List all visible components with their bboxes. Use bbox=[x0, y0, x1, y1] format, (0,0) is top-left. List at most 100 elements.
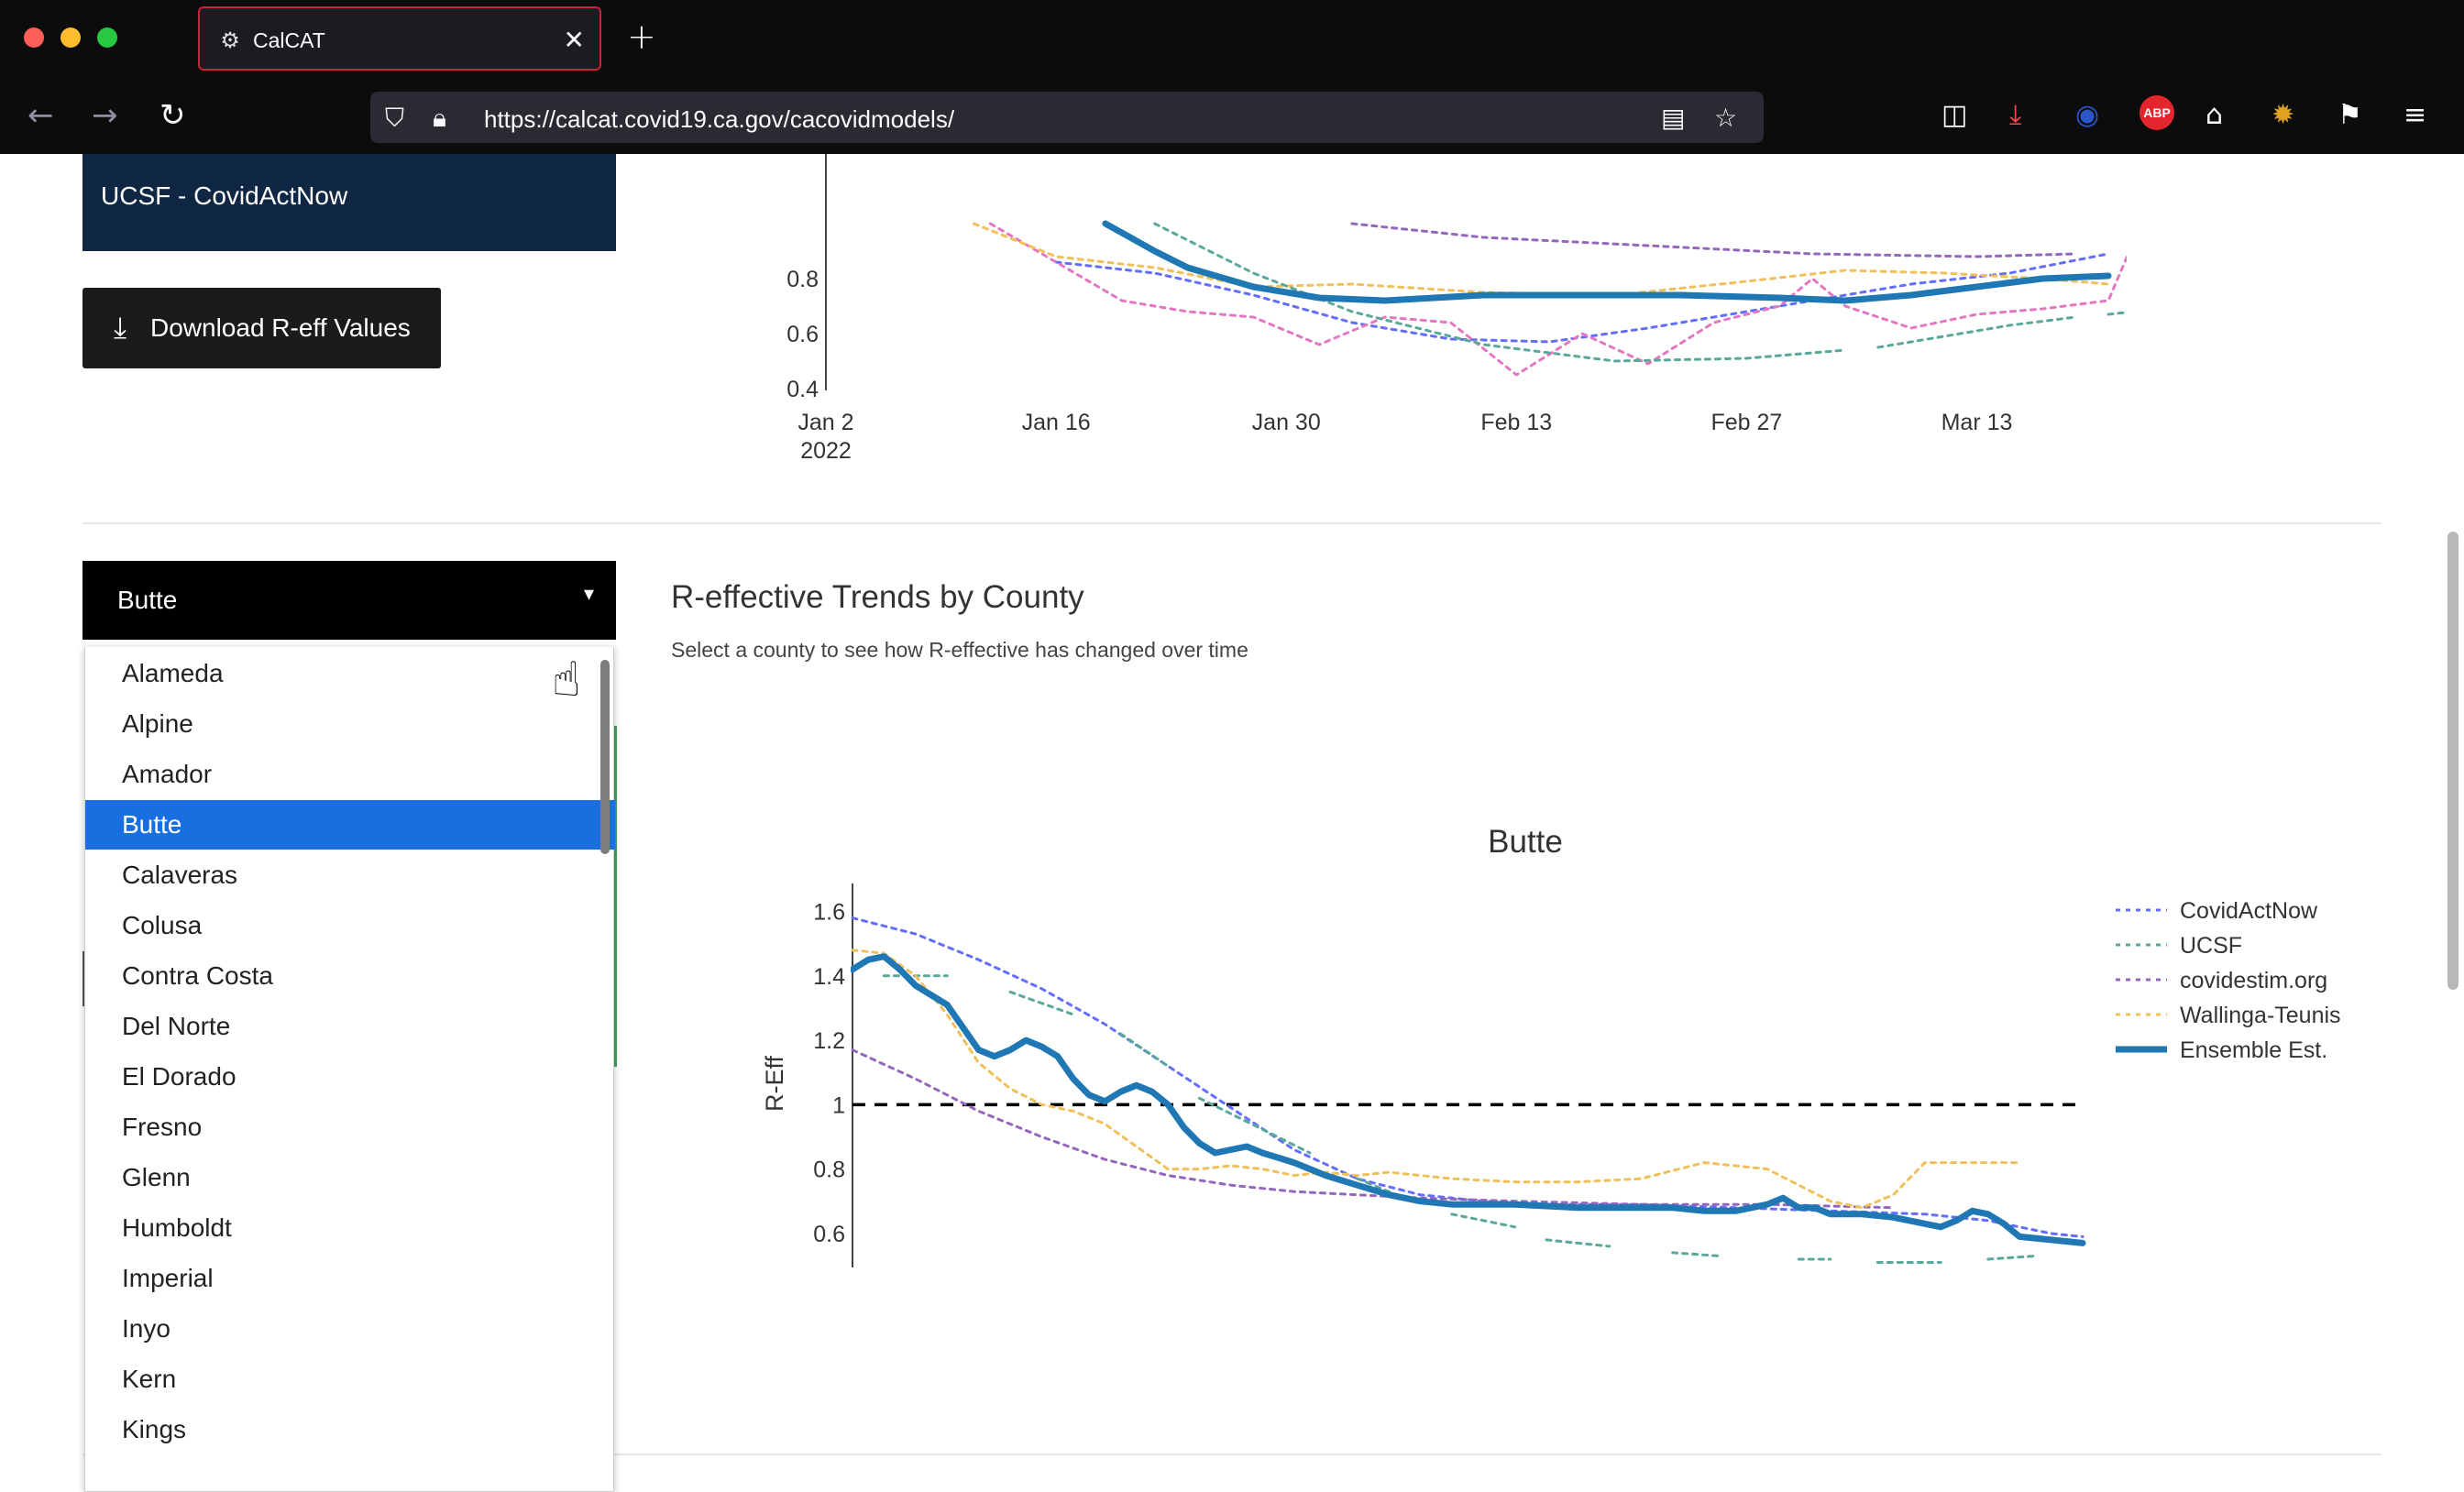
close-window-button[interactable] bbox=[24, 27, 44, 48]
series-line bbox=[1198, 1096, 1312, 1155]
section-subtitle: Select a county to see how R-effective h… bbox=[671, 638, 1248, 662]
county-option[interactable]: Colusa bbox=[85, 901, 615, 950]
x-tick-label: Jan 30 bbox=[1252, 410, 1321, 435]
county-option-label: Glenn bbox=[122, 1163, 191, 1191]
county-option-label: Fresno bbox=[122, 1113, 203, 1141]
browser-tab[interactable]: ⚙ CalCAT ✕ bbox=[198, 6, 601, 71]
address-bar[interactable]: ⛉ 🔒︎ https://calcat.covid19.ca.gov/cacov… bbox=[370, 92, 1764, 143]
series-line bbox=[851, 949, 2021, 1210]
home-icon[interactable]: ⌂ bbox=[2206, 99, 2224, 131]
section-divider-bottom bbox=[82, 1454, 2382, 1455]
series-group bbox=[972, 220, 2127, 377]
chevron-down-icon: ▾ bbox=[583, 583, 594, 606]
legend-label: Ensemble Est. bbox=[2180, 1037, 2327, 1063]
county-option-label: Kings bbox=[122, 1415, 187, 1443]
y-tick-label: 0.8 bbox=[813, 1157, 845, 1183]
legend-label: covidestim.org bbox=[2180, 968, 2327, 993]
pocket-icon[interactable]: ◫ bbox=[1942, 99, 1968, 131]
series-line bbox=[851, 953, 2086, 1246]
county-option-label: Amador bbox=[122, 760, 213, 788]
series-line bbox=[1545, 1238, 1612, 1248]
panel-border bbox=[614, 726, 617, 1067]
county-option-label: Alameda bbox=[122, 659, 224, 687]
county-option[interactable]: Fresno bbox=[85, 1103, 615, 1152]
y-tick-label: 0.4 bbox=[786, 377, 819, 402]
tab-close-icon[interactable]: ✕ bbox=[563, 25, 585, 55]
series-line bbox=[1119, 1032, 1170, 1068]
county-option-label: Alpine bbox=[122, 709, 193, 738]
download-reff-button[interactable]: ⤓ Download R-eff Values bbox=[82, 288, 441, 368]
y-tick-label: 0.8 bbox=[786, 267, 819, 292]
county-dropdown[interactable]: Kings Kern Inyo Imperial Humboldt Glenn Fresno… bbox=[84, 647, 615, 1492]
series-line bbox=[1102, 220, 2112, 304]
county-option[interactable]: El Dorado bbox=[85, 1052, 615, 1102]
download-icon[interactable]: ⤓ bbox=[2009, 99, 2022, 131]
series-line bbox=[1350, 222, 2077, 258]
county-option[interactable]: Kern bbox=[85, 1355, 615, 1404]
color-picker-icon[interactable]: ✹ bbox=[2272, 99, 2295, 131]
county-option[interactable]: Butte bbox=[85, 800, 615, 850]
y-tick-label: 1 bbox=[832, 1092, 845, 1118]
series-line bbox=[1450, 1212, 1517, 1229]
county-option[interactable]: Calaveras bbox=[85, 850, 615, 900]
county-option[interactable]: Humboldt bbox=[85, 1203, 615, 1253]
county-option[interactable]: Glenn bbox=[85, 1153, 615, 1202]
page-scrollbar[interactable] bbox=[2448, 532, 2458, 990]
county-option[interactable]: Inyo bbox=[85, 1304, 615, 1354]
county-option[interactable]: Alpine bbox=[85, 699, 615, 749]
y-tick-label: 1.2 bbox=[813, 1028, 845, 1054]
series-line bbox=[972, 222, 2110, 297]
y-tick-label: 0.6 bbox=[813, 1222, 845, 1247]
extension-toggle-icon[interactable]: ⚑ bbox=[2338, 99, 2362, 131]
series-line bbox=[988, 222, 2127, 377]
x-tick-label: Jan 16 bbox=[1022, 410, 1091, 435]
menu-icon[interactable]: ≡ bbox=[2404, 99, 2427, 131]
model-box[interactable]: UCSF - CovidActNow bbox=[82, 154, 616, 251]
maximize-window-button[interactable] bbox=[97, 27, 117, 48]
county-option[interactable]: Kings bbox=[85, 1405, 615, 1454]
series-line bbox=[1054, 252, 2110, 344]
county-select[interactable]: Butte ▾ bbox=[82, 561, 616, 640]
county-option[interactable]: Imperial bbox=[85, 1254, 615, 1303]
url-text[interactable]: https://calcat.covid19.ca.gov/cacovidmod… bbox=[484, 105, 955, 133]
series-line bbox=[1008, 990, 1075, 1016]
legend-label: UCSF bbox=[2180, 933, 2242, 959]
adblock-icon[interactable]: ABP bbox=[2140, 95, 2174, 130]
series-line bbox=[851, 1048, 1895, 1210]
series-line bbox=[851, 916, 2084, 1238]
extension-circle-icon[interactable]: ◉ bbox=[2075, 99, 2100, 131]
county-option-label: Butte bbox=[122, 810, 182, 839]
series-line bbox=[1986, 1255, 2037, 1261]
y-axis-label: R-Eff bbox=[761, 1055, 788, 1112]
x-tick-label: Jan 2 bbox=[798, 410, 853, 435]
bookmark-star-icon[interactable]: ☆ bbox=[1714, 103, 1738, 133]
dropdown-scrollbar[interactable] bbox=[600, 660, 610, 854]
county-option[interactable]: Alameda bbox=[85, 649, 615, 698]
reader-view-icon[interactable]: ▤ bbox=[1661, 103, 1686, 133]
county-option[interactable]: Del Norte bbox=[85, 1002, 615, 1051]
county-option-label: Colusa bbox=[122, 911, 203, 939]
county-option[interactable]: Contra Costa bbox=[85, 951, 615, 1001]
back-icon[interactable]: ← bbox=[28, 97, 54, 134]
section-title: R-effective Trends by County bbox=[671, 579, 1084, 615]
series-line bbox=[2106, 311, 2127, 316]
series-line bbox=[1876, 315, 2077, 349]
minimize-window-button[interactable] bbox=[60, 27, 81, 48]
county-option-label: Kern bbox=[122, 1365, 177, 1393]
county-option-label: Del Norte bbox=[122, 1012, 231, 1040]
x-tick-label: Feb 27 bbox=[1710, 410, 1782, 435]
forward-icon[interactable]: → bbox=[92, 97, 118, 134]
series-line bbox=[1153, 222, 1847, 363]
legend-label: CovidActNow bbox=[2180, 898, 2318, 924]
new-tab-icon[interactable]: + bbox=[627, 16, 656, 57]
shield-icon[interactable]: ⛉ bbox=[385, 103, 405, 133]
county-option[interactable]: Amador bbox=[85, 750, 615, 799]
county-option-label: El Dorado bbox=[122, 1062, 236, 1091]
download-reff-label: Download R-eff Values bbox=[150, 313, 411, 342]
page-content: UCSF - CovidActNow ⤓ Download R-eff Valu… bbox=[0, 154, 2464, 1492]
county-option-label: Contra Costa bbox=[122, 961, 273, 990]
lock-icon[interactable]: 🔒︎ bbox=[433, 103, 446, 133]
county-option-label: Inyo bbox=[122, 1314, 170, 1343]
reload-icon[interactable]: ↻ bbox=[160, 97, 186, 134]
